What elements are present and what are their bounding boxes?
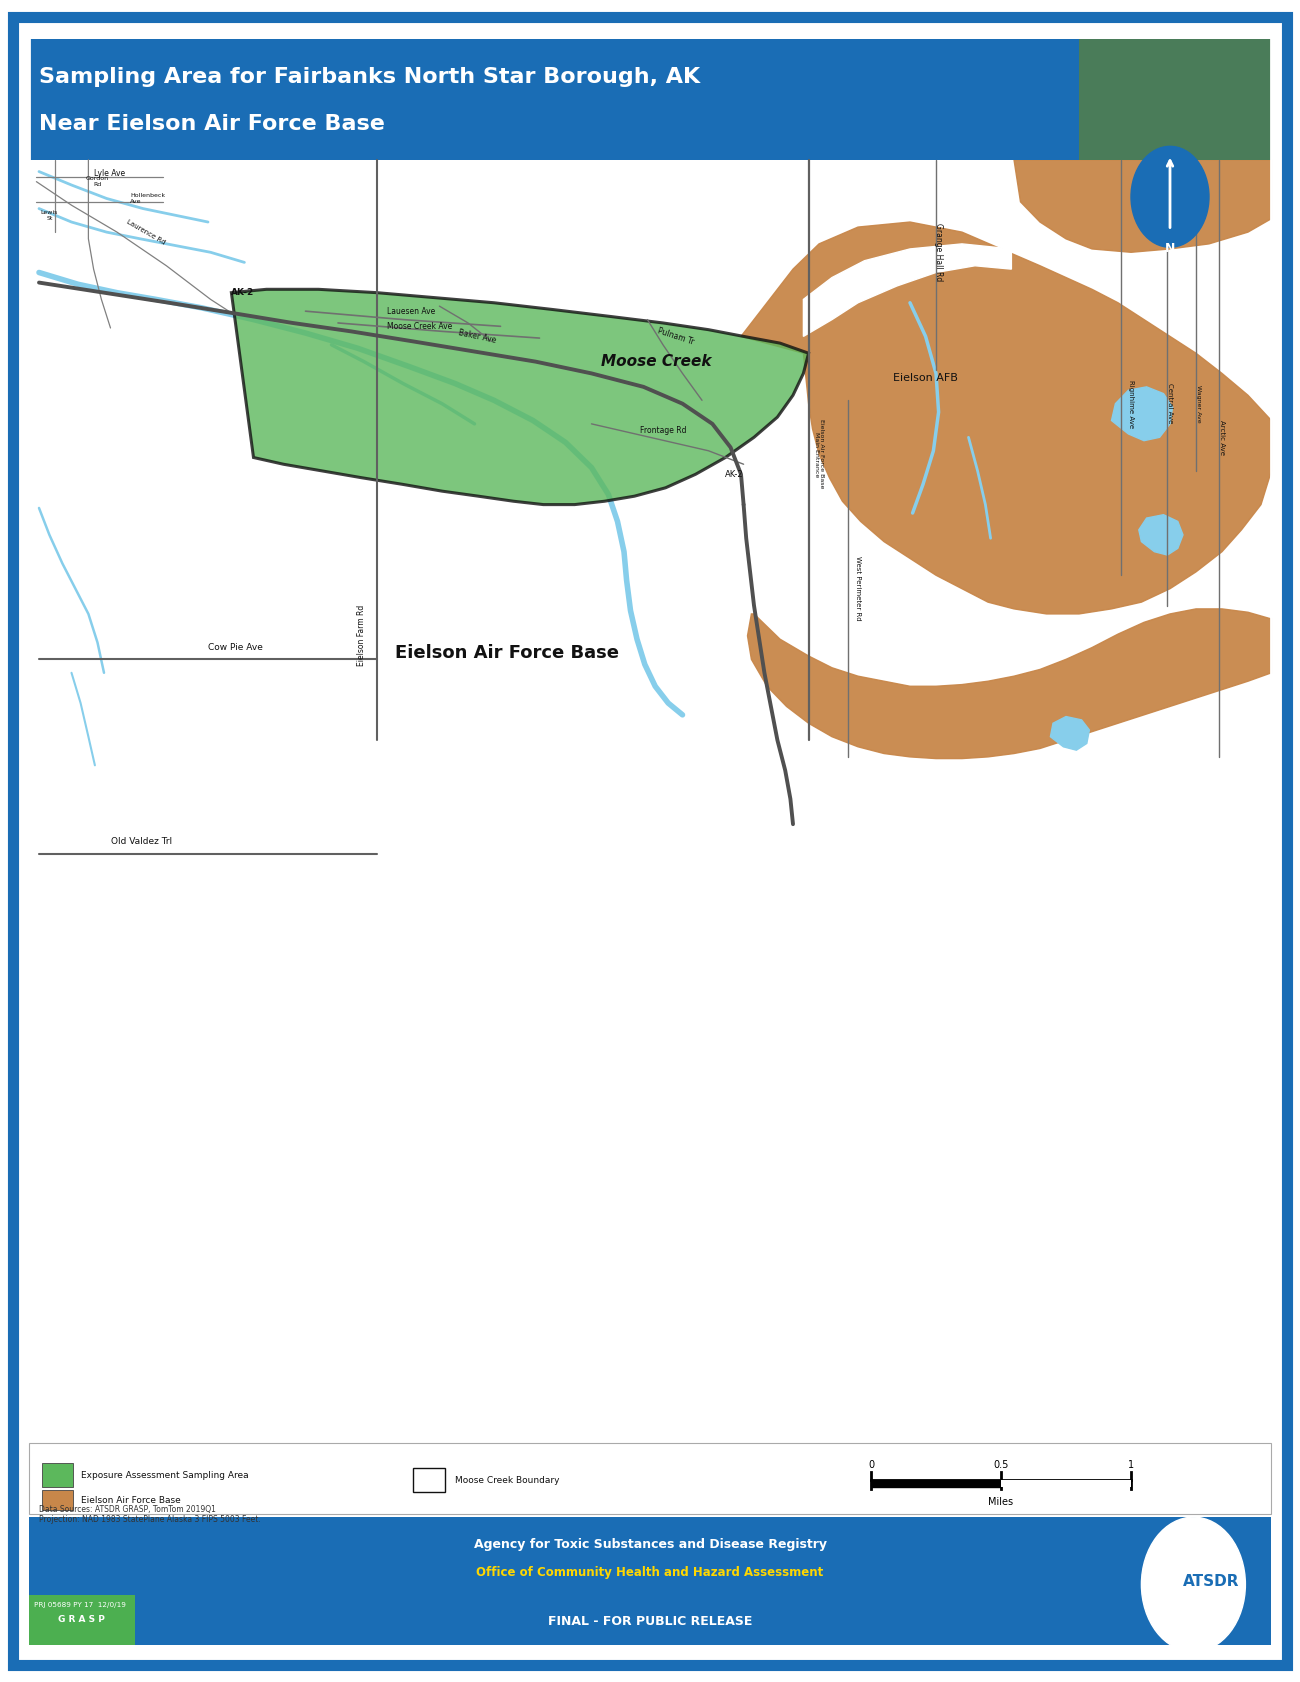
Text: Eielson Air Force Base: Eielson Air Force Base (81, 1495, 181, 1505)
Text: Moose Creek: Moose Creek (601, 355, 711, 368)
Text: Lauesen Ave: Lauesen Ave (387, 306, 436, 316)
Text: Eielson Air Force Base
Main Entrance: Eielson Air Force Base Main Entrance (814, 419, 824, 489)
Text: Laurence Rd: Laurence Rd (125, 219, 166, 246)
Text: Gordon
Rd: Gordon Rd (86, 177, 109, 187)
FancyBboxPatch shape (29, 1443, 1271, 1514)
Text: Grange Hall Rd: Grange Hall Rd (935, 224, 942, 281)
FancyBboxPatch shape (1079, 39, 1271, 160)
Text: Hollenbeck
Ave: Hollenbeck Ave (130, 193, 165, 204)
Text: 0.5: 0.5 (993, 1460, 1009, 1470)
Text: West Perimeter Rd: West Perimeter Rd (855, 557, 861, 621)
Text: Frontage Rd: Frontage Rd (640, 426, 686, 436)
Text: Old Valdez Trl: Old Valdez Trl (111, 836, 172, 846)
Text: Arctic Ave: Arctic Ave (1219, 420, 1225, 454)
Circle shape (1141, 1517, 1245, 1652)
Text: Eielson AFB: Eielson AFB (893, 373, 958, 383)
Polygon shape (1014, 160, 1271, 252)
Polygon shape (747, 609, 1271, 759)
Polygon shape (741, 222, 1271, 614)
Text: Lewis
St: Lewis St (40, 210, 58, 220)
Text: PRJ 05689 PY 17  12/0/19: PRJ 05689 PY 17 12/0/19 (34, 1601, 126, 1608)
Polygon shape (1139, 515, 1183, 555)
Text: Near Eielson Air Force Base: Near Eielson Air Force Base (39, 114, 385, 135)
Circle shape (1131, 146, 1209, 247)
Text: Baker Ave: Baker Ave (458, 328, 497, 345)
Text: Wagner Ave: Wagner Ave (1196, 385, 1201, 422)
Text: Central Ave: Central Ave (1167, 383, 1173, 424)
FancyBboxPatch shape (29, 1595, 135, 1645)
Text: N: N (1165, 242, 1175, 256)
Text: FINAL - FOR PUBLIC RELEASE: FINAL - FOR PUBLIC RELEASE (547, 1615, 753, 1628)
Text: Office of Community Health and Hazard Assessment: Office of Community Health and Hazard As… (476, 1566, 824, 1579)
Text: Lyle Ave: Lyle Ave (94, 168, 125, 178)
Text: Projection: NAD 1983 StatePlane Alaska 3 FIPS 5003 Feet.: Projection: NAD 1983 StatePlane Alaska 3… (39, 1515, 261, 1524)
Text: 1: 1 (1128, 1460, 1134, 1470)
Text: Agency for Toxic Substances and Disease Registry: Agency for Toxic Substances and Disease … (473, 1537, 827, 1551)
FancyBboxPatch shape (29, 160, 1271, 1441)
Text: ATSDR: ATSDR (1183, 1574, 1240, 1588)
Bar (42, 1490, 73, 1510)
Polygon shape (231, 289, 809, 505)
Text: AK-2: AK-2 (231, 288, 255, 298)
Polygon shape (1112, 387, 1173, 441)
Bar (42, 1463, 73, 1487)
FancyBboxPatch shape (29, 1517, 1271, 1645)
Text: Moose Creek Ave: Moose Creek Ave (387, 321, 452, 331)
Text: AK-2: AK-2 (725, 469, 744, 479)
Text: Sampling Area for Fairbanks North Star Borough, AK: Sampling Area for Fairbanks North Star B… (39, 67, 701, 87)
Polygon shape (803, 244, 1011, 336)
Text: Miles: Miles (988, 1497, 1014, 1507)
Text: Eielson Farm Rd: Eielson Farm Rd (358, 606, 365, 666)
Text: Exposure Assessment Sampling Area: Exposure Assessment Sampling Area (81, 1470, 248, 1480)
Text: Moose Creek Boundary: Moose Creek Boundary (455, 1475, 559, 1485)
Text: Data Sources: ATSDR GRASP, TomTom 2019Q1: Data Sources: ATSDR GRASP, TomTom 2019Q1 (39, 1505, 216, 1514)
Text: 0: 0 (868, 1460, 874, 1470)
Text: G R A S P: G R A S P (58, 1615, 105, 1625)
Text: Eielson Air Force Base: Eielson Air Force Base (395, 644, 619, 661)
Text: Pulnam Tr: Pulnam Tr (656, 326, 696, 346)
Text: Cow Pie Ave: Cow Pie Ave (208, 643, 263, 653)
FancyBboxPatch shape (29, 39, 1271, 160)
Text: Rignhime Ave: Rignhime Ave (1128, 380, 1134, 427)
Polygon shape (1050, 717, 1089, 750)
Bar (413, 1468, 445, 1492)
